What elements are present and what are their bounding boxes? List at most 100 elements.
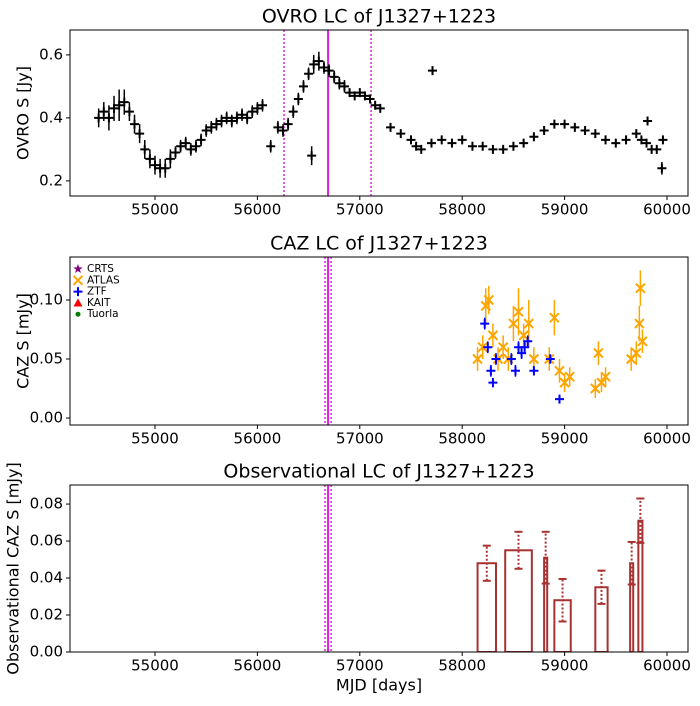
marker: [631, 129, 641, 139]
y-tick-label: 0.02: [30, 606, 63, 624]
marker: [186, 144, 196, 154]
marker: [637, 336, 648, 347]
marker: [652, 144, 662, 154]
marker: [165, 154, 175, 164]
marker: [560, 119, 570, 129]
marker: [447, 138, 457, 148]
marker: [483, 342, 493, 352]
x-tick-label: 58000: [438, 657, 486, 675]
x-tick-label: 56000: [234, 430, 282, 448]
chart-title: CAZ LC of J1327+1223: [270, 233, 488, 255]
legend-label: KAIT: [87, 297, 111, 309]
x-tick-label: 60000: [643, 201, 691, 219]
legend-label: ZTF: [87, 286, 107, 298]
marker: [528, 353, 540, 365]
marker: [170, 148, 180, 158]
panel: CAZ LC of J1327+1223 CAZ S [mJy] 55000 5600…: [14, 233, 691, 448]
marker: [600, 371, 611, 382]
marker: [457, 135, 467, 145]
y-tick-label: 0.00: [30, 643, 63, 661]
legend-marker: [75, 311, 81, 317]
marker: [293, 94, 303, 104]
marker: [428, 66, 438, 76]
marker: [206, 122, 216, 132]
marker: [104, 113, 114, 123]
marker: [196, 135, 206, 145]
marker: [596, 377, 607, 388]
marker: [513, 306, 524, 317]
bar: [637, 519, 644, 652]
marker: [411, 141, 421, 151]
marker: [370, 100, 380, 110]
marker: [406, 135, 416, 145]
marker: [355, 88, 365, 98]
marker: [564, 371, 575, 382]
marker: [314, 56, 324, 66]
plot-area: [94, 30, 668, 196]
marker: [519, 138, 529, 148]
x-tick-label: 56000: [234, 201, 282, 219]
marker: [488, 144, 498, 154]
x-tick-label: 60000: [643, 430, 691, 448]
marker: [467, 141, 477, 151]
legend-label: ATLAS: [87, 274, 120, 286]
chart-title: Observational LC of J1327+1223: [223, 461, 534, 483]
marker: [487, 330, 499, 341]
marker: [222, 113, 232, 123]
chart-title: OVRO LC of J1327+1223: [262, 6, 496, 28]
marker: [258, 100, 268, 110]
panel: OVRO LC of J1327+1223 OVRO S [Jy] 55000 560…: [14, 6, 691, 219]
marker: [99, 107, 109, 117]
marker: [523, 318, 534, 329]
marker: [247, 107, 257, 117]
marker: [478, 141, 488, 151]
marker: [145, 154, 155, 164]
marker: [611, 138, 621, 148]
marker: [386, 122, 396, 132]
x-tick-label: 58000: [438, 430, 486, 448]
x-tick-label: 57000: [336, 430, 384, 448]
axes-frame: [69, 29, 689, 197]
marker: [217, 116, 227, 126]
x-tick-label: 55000: [131, 430, 179, 448]
marker: [94, 113, 104, 123]
bar: [504, 549, 533, 652]
y-tick-label: 0.00: [30, 409, 63, 427]
plot-area: [324, 257, 648, 425]
marker: [329, 72, 339, 82]
marker: [539, 125, 549, 135]
x-tick-label: 57000: [336, 657, 384, 675]
y-tick-label: 0.2: [39, 171, 63, 189]
y-axis-label: Observational CAZ S [mJy]: [4, 462, 23, 674]
marker: [549, 119, 559, 129]
marker: [273, 122, 283, 132]
y-tick-label: 0.4: [39, 108, 63, 126]
marker: [130, 119, 140, 129]
marker: [283, 119, 293, 129]
marker: [480, 319, 490, 329]
marker: [643, 116, 653, 126]
x-tick-label: 57000: [336, 201, 384, 219]
marker: [510, 366, 520, 376]
marker: [549, 312, 560, 323]
marker: [124, 107, 134, 117]
marker: [266, 141, 276, 151]
marker: [634, 318, 645, 329]
y-tick-label: 0.06: [30, 532, 63, 550]
marker: [426, 138, 436, 148]
axes-frame: [69, 256, 689, 426]
bar: [594, 586, 609, 652]
x-tick-label: 60000: [643, 657, 691, 675]
y-tick-label: 0.05: [30, 350, 63, 368]
marker: [140, 144, 150, 154]
marker: [642, 138, 652, 148]
marker: [135, 129, 145, 139]
marker: [635, 282, 646, 294]
marker: [396, 129, 406, 139]
marker: [580, 125, 590, 135]
marker: [181, 138, 191, 148]
marker: [529, 132, 539, 142]
marker: [242, 113, 252, 123]
